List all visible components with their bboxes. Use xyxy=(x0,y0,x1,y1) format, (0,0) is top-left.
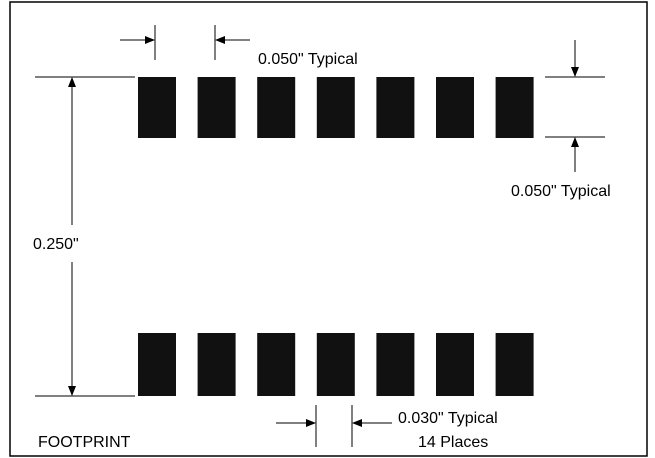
pad-bottom-4 xyxy=(316,333,355,396)
row-spacing-dimension xyxy=(35,76,135,397)
pad-height-dimension xyxy=(545,40,605,172)
pad-bottom-6 xyxy=(436,333,474,396)
pad-height-label: 0.050" Typical xyxy=(511,183,611,200)
places-label: 14 Places xyxy=(418,434,488,451)
row-spacing-label: 0.250" xyxy=(33,236,79,253)
pad-width-dimension xyxy=(276,405,392,447)
pad-pitch-label: 0.050" Typical xyxy=(258,51,358,68)
pitch-dimension xyxy=(120,25,250,60)
pad-bottom-5 xyxy=(376,333,415,396)
pad-top-3 xyxy=(257,77,296,138)
pad-width-label: 0.030" Typical xyxy=(398,410,498,427)
pad-bottom-7 xyxy=(495,333,534,396)
pad-top-1 xyxy=(138,77,176,138)
pad-row-top xyxy=(138,77,534,138)
pad-row-bottom xyxy=(138,333,534,396)
pad-top-5 xyxy=(376,77,415,138)
pad-bottom-3 xyxy=(257,333,296,396)
drawing-frame xyxy=(9,1,648,457)
pad-top-7 xyxy=(495,77,534,138)
pad-bottom-1 xyxy=(138,333,176,396)
pad-top-6 xyxy=(436,77,474,138)
footprint-caption: FOOTPRINT xyxy=(38,434,131,451)
pad-bottom-2 xyxy=(197,333,236,396)
pad-top-2 xyxy=(197,77,236,138)
pad-top-4 xyxy=(316,77,355,138)
